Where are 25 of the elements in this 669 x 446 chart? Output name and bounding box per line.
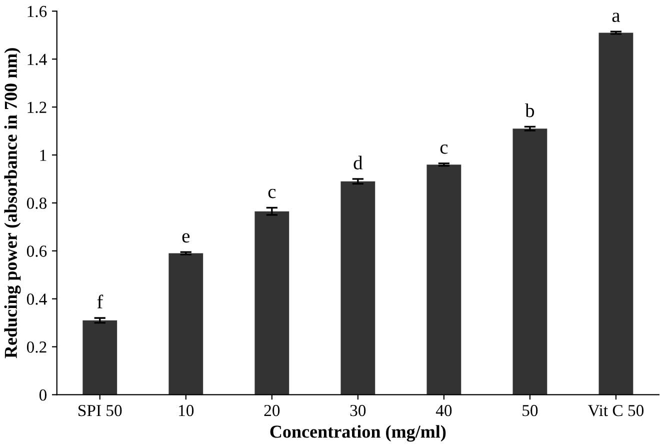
x-tick-label: 40 (436, 404, 452, 416)
y-tick-label: 1 (40, 150, 46, 161)
y-tick-label: 0.6 (26, 246, 47, 257)
y-tick-label: 0.2 (26, 341, 46, 353)
x-tick-label: 10 (179, 404, 194, 416)
x-tick-label: 20 (264, 404, 280, 416)
x-tick-label: 30 (350, 404, 366, 416)
y-tick-label: 1.6 (28, 6, 47, 18)
annotation: c (440, 144, 448, 154)
annotation: e (182, 233, 190, 243)
y-axis-title: Reducing power (absorbance in 700 nm) (4, 48, 21, 358)
annotation: f (97, 294, 104, 308)
y-tick-label: 1.4 (28, 54, 47, 66)
x-tick-label: Vit C 50 (588, 404, 644, 416)
x-axis-title: Concentration (mg/ml) (270, 425, 446, 442)
y-tick-label: 0.4 (26, 294, 47, 305)
x-tick-label: SPI 50 (78, 404, 122, 416)
y-tick-label: 1.2 (28, 102, 46, 114)
annotation: b (525, 104, 534, 118)
annotation: d (354, 156, 363, 170)
annotation: a (612, 12, 620, 22)
y-tick-label: 0.8 (26, 198, 47, 209)
annotation: c (268, 188, 276, 198)
x-tick-label: 50 (522, 404, 538, 416)
y-tick-label: 0 (39, 389, 47, 401)
